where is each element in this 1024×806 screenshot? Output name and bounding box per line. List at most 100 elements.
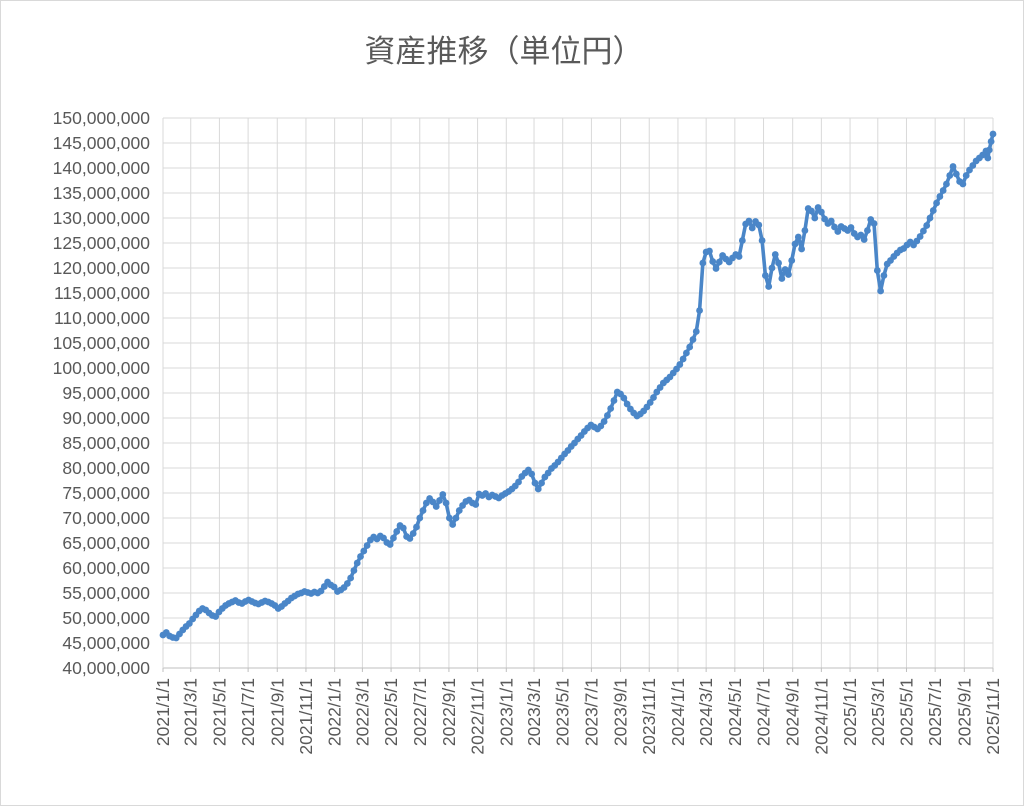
series-marker <box>623 400 631 408</box>
y-axis-label: 40,000,000 <box>62 658 150 678</box>
data-series <box>159 130 997 642</box>
x-axis-label: 2023/11/1 <box>639 678 659 755</box>
series-marker <box>923 222 931 229</box>
series-marker <box>600 418 608 425</box>
series-marker <box>864 227 871 234</box>
series-marker <box>765 283 773 290</box>
x-axis-label: 2024/7/1 <box>754 678 774 746</box>
y-axis-label: 60,000,000 <box>62 558 150 578</box>
x-axis-label: 2022/7/1 <box>410 678 430 746</box>
series-marker <box>946 172 954 179</box>
series-marker <box>788 257 796 264</box>
series-marker <box>916 233 924 240</box>
series-marker <box>755 221 763 229</box>
series-marker <box>472 501 480 508</box>
series-marker <box>785 271 792 278</box>
series-marker <box>860 236 868 243</box>
series-marker <box>738 237 746 244</box>
y-axis-label: 145,000,000 <box>53 133 151 153</box>
y-axis-labels: 150,000,000 145,000,000 140,000,000 135,000… <box>53 108 151 678</box>
y-axis-label: 140,000,000 <box>53 158 151 178</box>
y-axis-label: 135,000,000 <box>53 183 151 203</box>
chart-title: 資産推移（単位円） <box>365 34 644 69</box>
series-marker <box>794 233 802 241</box>
x-axis-label: 2025/1/1 <box>840 678 860 746</box>
series-marker <box>538 479 545 487</box>
series-marker <box>834 228 842 235</box>
y-axis-label: 50,000,000 <box>62 608 150 628</box>
series-marker <box>748 224 756 232</box>
x-axis-label: 2022/11/1 <box>468 678 488 755</box>
series-marker <box>873 267 881 274</box>
x-axis-label: 2023/1/1 <box>496 678 516 746</box>
series-marker <box>989 130 997 138</box>
series-marker <box>959 180 967 188</box>
series-marker <box>758 237 766 244</box>
series-marker <box>531 479 539 487</box>
series-marker <box>452 514 460 522</box>
x-axis-label: 2025/11/1 <box>983 678 1003 755</box>
series-marker <box>709 258 717 265</box>
series-marker <box>679 355 687 363</box>
series-marker <box>712 265 720 272</box>
x-axis-label: 2021/7/1 <box>238 678 258 746</box>
series-marker <box>762 272 769 279</box>
series-marker <box>406 535 414 542</box>
series-marker <box>682 349 690 357</box>
x-axis-label: 2022/1/1 <box>325 678 345 746</box>
x-axis-labels: 2021/1/1 2021/3/1 2021/5/1 2021/7/1 2021/9/1… <box>153 678 1003 755</box>
axis-lines <box>162 118 993 669</box>
y-axis-label: 105,000,000 <box>53 333 151 353</box>
series-marker <box>706 247 713 255</box>
series-marker <box>390 534 397 542</box>
series-marker <box>347 574 355 582</box>
series-marker <box>350 567 358 574</box>
y-axis-label: 130,000,000 <box>53 208 151 228</box>
y-axis-label: 75,000,000 <box>62 483 150 503</box>
y-axis-label: 45,000,000 <box>62 633 150 653</box>
series-marker <box>949 163 957 170</box>
series-marker <box>399 524 407 532</box>
series-marker <box>768 264 776 272</box>
x-axis-label: 2024/3/1 <box>696 678 716 746</box>
series-marker <box>847 224 855 231</box>
series-marker <box>952 170 960 178</box>
series-marker <box>436 497 443 504</box>
series-marker <box>676 361 684 368</box>
series-marker <box>610 397 618 404</box>
series-marker <box>778 275 786 282</box>
y-axis-label: 150,000,000 <box>53 108 151 128</box>
series-marker <box>445 514 453 522</box>
x-axis-label: 2025/3/1 <box>868 678 888 746</box>
series-marker <box>360 547 368 555</box>
series-marker <box>646 399 654 406</box>
y-axis-label: 90,000,000 <box>62 408 150 428</box>
x-axis-label: 2023/7/1 <box>581 678 601 746</box>
x-axis-label: 2023/9/1 <box>611 678 631 746</box>
series-marker <box>439 491 447 498</box>
y-axis-label: 125,000,000 <box>53 233 151 253</box>
series-marker <box>386 541 394 548</box>
series-marker <box>353 559 361 567</box>
series-marker <box>984 154 992 162</box>
series-marker <box>808 207 815 215</box>
x-axis-label: 2021/5/1 <box>209 678 229 746</box>
series-marker <box>791 240 799 248</box>
series-marker <box>699 259 707 267</box>
series-marker <box>432 503 440 510</box>
series-marker <box>416 514 424 522</box>
x-axis-label: 2024/5/1 <box>725 678 745 746</box>
series-marker <box>442 499 450 507</box>
series-marker <box>920 227 927 235</box>
series-marker <box>870 220 878 227</box>
x-axis-label: 2024/9/1 <box>783 678 803 746</box>
series-marker <box>603 412 611 419</box>
y-axis-label: 80,000,000 <box>62 458 150 478</box>
series-marker <box>534 485 542 493</box>
series-marker <box>692 328 700 335</box>
x-axis-label: 2021/3/1 <box>181 678 201 746</box>
x-axis-label: 2022/3/1 <box>352 678 372 746</box>
